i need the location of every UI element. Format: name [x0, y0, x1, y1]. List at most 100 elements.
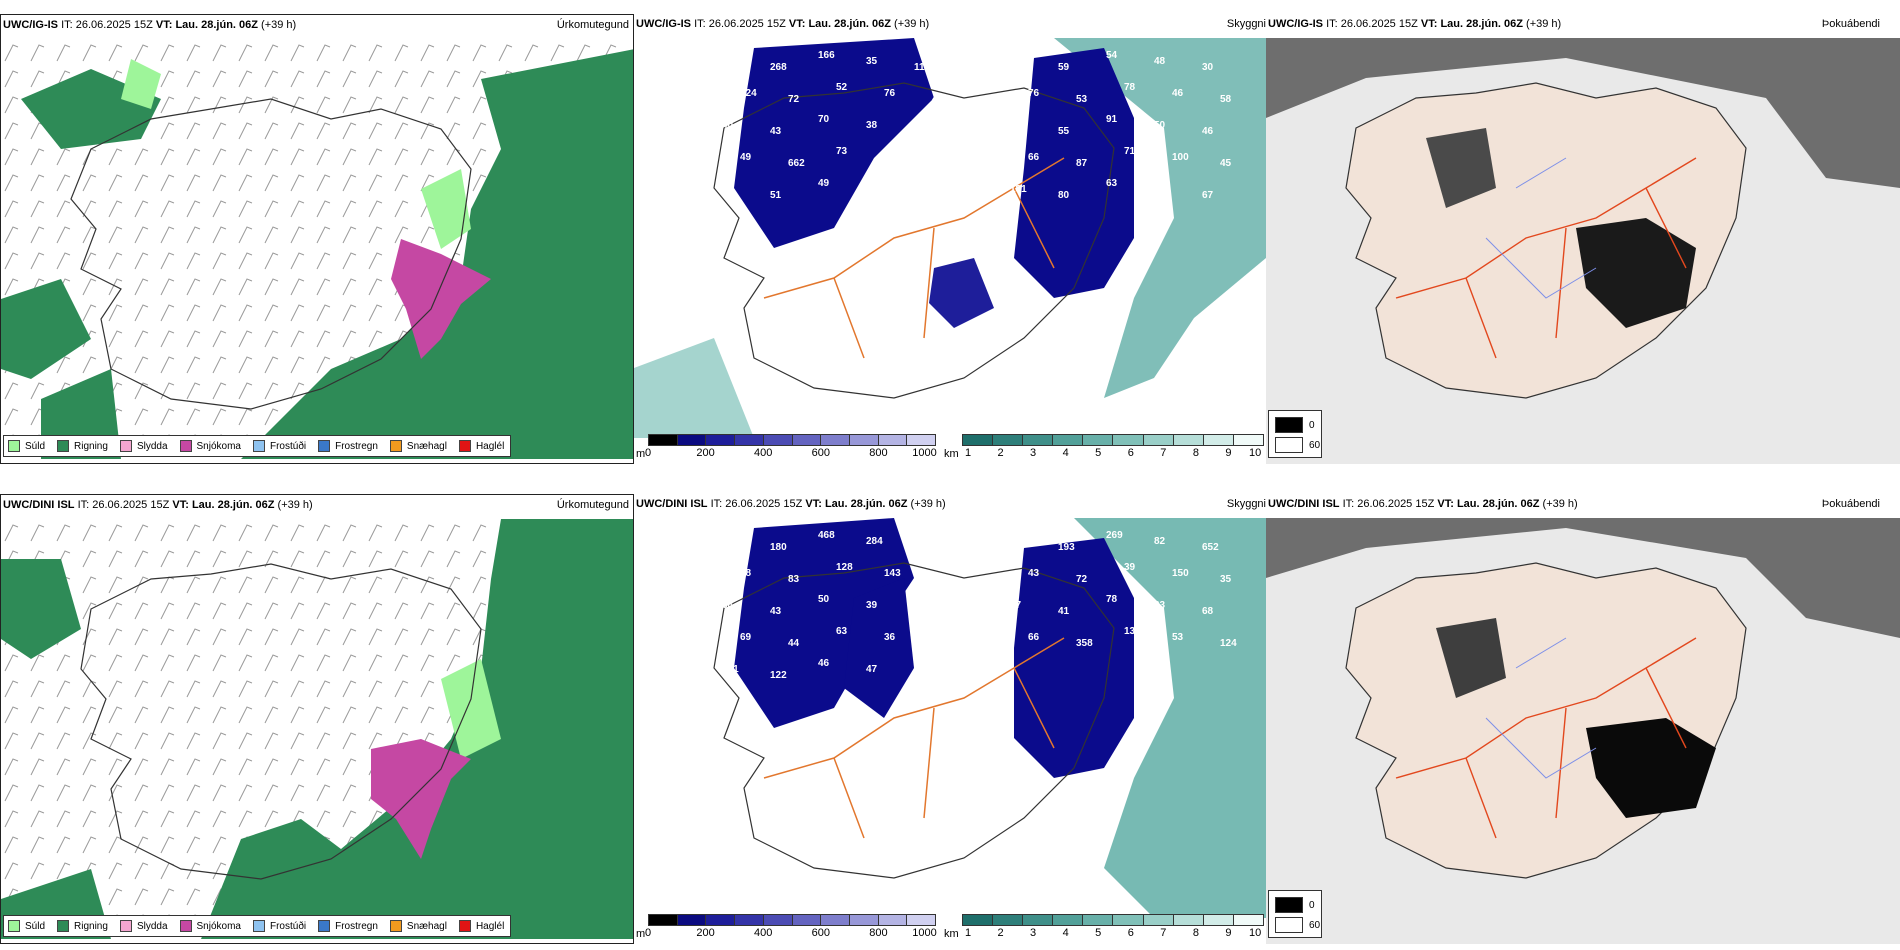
- cloud-base-value: 76: [1028, 88, 1040, 99]
- river-network: [1485, 637, 1597, 779]
- cloud-base-value: 41: [1058, 606, 1070, 617]
- cloud-base-value: 71: [980, 626, 992, 637]
- iceland-coastline: [70, 98, 472, 410]
- legend-item: Frostregn: [318, 920, 378, 932]
- legend-label: Haglél: [475, 920, 505, 932]
- cloud-base-value: 166: [818, 50, 835, 61]
- colorbar-step: [1203, 915, 1234, 925]
- colorbar-step: [821, 435, 850, 445]
- vt-value: Lau. 28.jún. 06Z: [175, 19, 258, 31]
- legend-label: Snæhagl: [406, 440, 447, 452]
- cloud-base-value: 132: [1124, 626, 1141, 637]
- cloud-base-value: 69: [740, 632, 752, 643]
- fog-index-map: [1266, 518, 1900, 944]
- legend-item: Slydda: [119, 440, 168, 452]
- low-cloud-east: [1014, 48, 1134, 298]
- it-value: 26.06.2025 15Z: [1357, 498, 1435, 510]
- visibility-southwest: [634, 338, 754, 438]
- vt-label: VT:: [1437, 498, 1454, 510]
- cloud-base-value: 64: [932, 158, 944, 169]
- cloud-base-value: 78: [1124, 82, 1136, 93]
- cloud-base-value: 49: [722, 184, 734, 195]
- cloud-base-colorbar: m 0 200 400 600 800 1000: [636, 434, 937, 460]
- legend-item: Frostúði: [252, 920, 306, 932]
- legend-swatch: [8, 440, 20, 452]
- cloud-base-value: 63: [836, 626, 848, 637]
- cloud-base-value: 34: [884, 152, 896, 163]
- colorbar-tick: 0: [644, 927, 652, 939]
- cloud-base-value: 59: [1058, 62, 1070, 73]
- legend-item: Súld: [8, 920, 45, 932]
- cloud-base-value: 117: [674, 50, 691, 61]
- colorbar-tick: 600: [811, 927, 830, 939]
- cloud-base-value: 82: [1154, 536, 1166, 547]
- cloud-base-value: 49: [914, 606, 926, 617]
- colorbar-step: [907, 915, 936, 925]
- road-network: [763, 637, 1065, 839]
- colorbar-tick: 10: [1248, 447, 1262, 459]
- legend-swatch: [458, 920, 471, 932]
- cloud-base-value: 102: [914, 670, 931, 681]
- cloud-base-value: 63: [1154, 600, 1166, 611]
- low-cloud-east: [1014, 538, 1134, 778]
- legend-label: Snæhagl: [406, 920, 447, 932]
- fog-index-title: Þokuábendi: [1821, 498, 1880, 510]
- legend-swatch: [318, 440, 331, 452]
- colorbar-step: [1113, 915, 1144, 925]
- colorbar-tick: 9: [1225, 927, 1232, 939]
- fog-dark-north: [1266, 38, 1900, 188]
- lead-time: (+39 h): [1542, 498, 1578, 510]
- panel-title: UWC/DINI ISL IT: 26.06.2025 15Z VT: Lau.…: [1268, 498, 1578, 510]
- it-label: IT:: [1326, 18, 1338, 30]
- colorbar-ticks: 0 200 400 600 800 1000: [644, 927, 937, 940]
- colorbar-tick: 3: [1030, 927, 1037, 939]
- colorbar-tick: 600: [811, 447, 830, 459]
- it-value: 26.06.2025 15Z: [92, 499, 170, 511]
- model-name: UWC/IG-IS: [636, 18, 691, 30]
- colorbar-step: [763, 435, 793, 445]
- cloud-base-value: 39: [866, 600, 878, 611]
- vt-label: VT:: [788, 18, 806, 30]
- cloud-base-value: 128: [836, 562, 853, 573]
- it-label: IT:: [694, 18, 706, 30]
- cloud-base-value: 367: [914, 542, 931, 553]
- colorbar-swatches: [962, 434, 1264, 446]
- cloud-base-value: 100: [1172, 152, 1189, 163]
- legend-item: Snæhagl: [389, 440, 447, 452]
- cloud-base-value: 72: [788, 94, 800, 105]
- visibility-colorbar: km 1 2 3 4 5 6 7 8 9 10: [944, 434, 1264, 460]
- cloud-base-value: 180: [770, 542, 787, 553]
- precip-type-title: Úrkomutegund: [556, 499, 629, 511]
- legend-label: Snjókoma: [196, 920, 241, 932]
- colorbar-tick: 6: [1127, 447, 1134, 459]
- colorbar-step: [706, 435, 736, 445]
- colorbar-step: [1173, 435, 1204, 445]
- colorbar-step: [1083, 435, 1114, 445]
- road-network: [1395, 637, 1697, 839]
- model-name: UWC/DINI ISL: [3, 499, 75, 511]
- colorbar-swatches: [962, 914, 1264, 926]
- fog-dark-center: [1576, 218, 1696, 328]
- legend-item: Rigning: [57, 440, 108, 452]
- cloud-base-value: 46: [1202, 126, 1214, 137]
- colorbar-tick: 2: [997, 447, 1004, 459]
- legend-item: Frostúði: [252, 440, 306, 452]
- cloud-base-numbers: 39 180 180 468 284 367 47 34 193 269 82 652 48 58 83 12…: [674, 530, 1237, 681]
- cloud-base-value: 46: [818, 658, 830, 669]
- cloud-base-value: 39: [1124, 562, 1136, 573]
- cloud-base-value: 50: [818, 594, 830, 605]
- colorbar-step: [677, 915, 707, 925]
- cloud-base-value: 403: [980, 562, 997, 573]
- cloud-base-value: 61: [980, 82, 992, 93]
- it-label: IT:: [77, 499, 90, 511]
- fog-scale: 0 60: [1268, 890, 1322, 938]
- visibility-east: [1074, 518, 1266, 918]
- fog-scale-row: 60: [1275, 917, 1320, 933]
- colorbar-tick: 1000: [912, 927, 937, 939]
- cloud-base-value: 68: [1202, 606, 1214, 617]
- legend-swatch: [318, 920, 331, 932]
- legend-swatch: [57, 920, 70, 932]
- panel-title: UWC/DINI ISL IT: 26.06.2025 15Z VT: Lau.…: [636, 498, 946, 510]
- colorbar-tick: 10: [1248, 927, 1262, 939]
- cloud-base-value: 58: [914, 126, 926, 137]
